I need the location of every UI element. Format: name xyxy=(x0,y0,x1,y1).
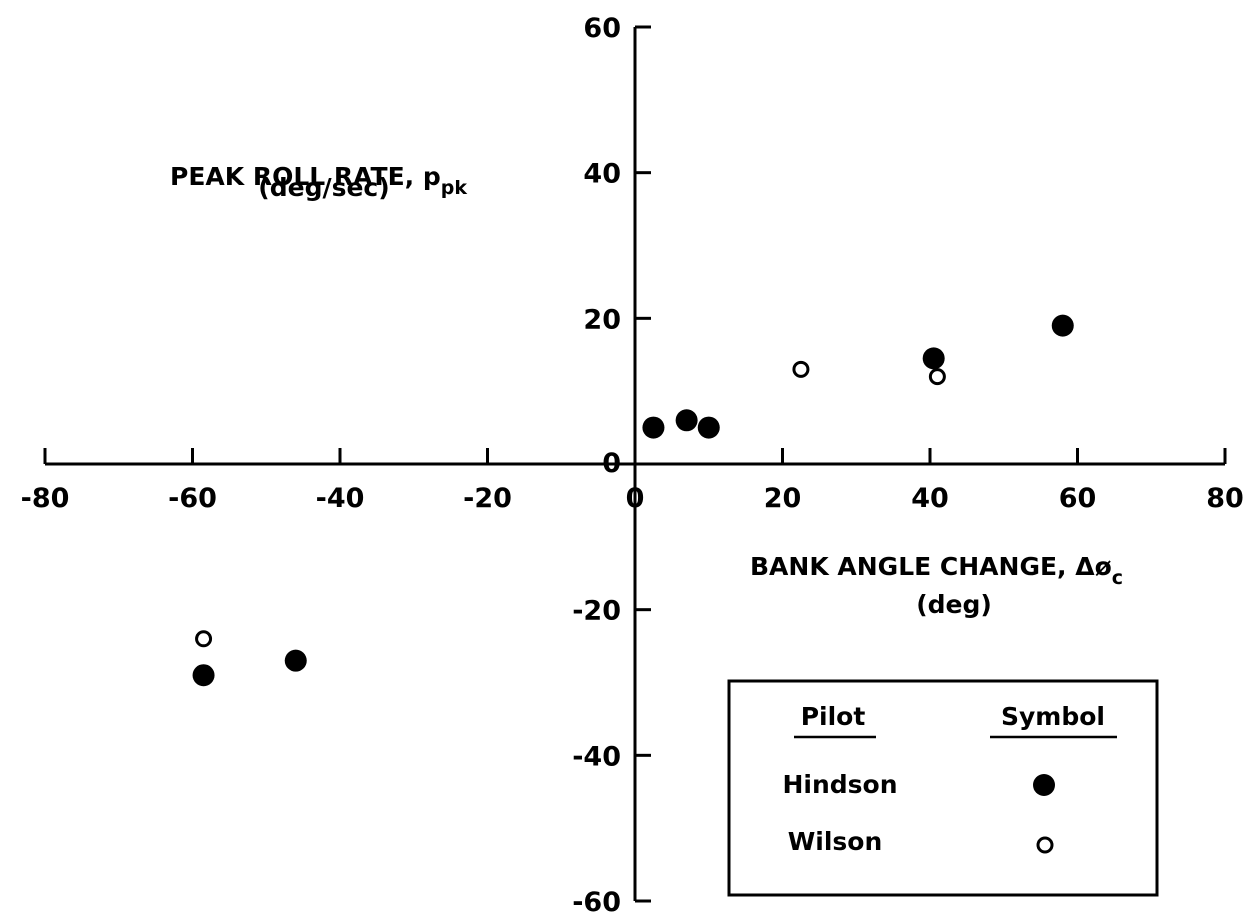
x-tick-label: 40 xyxy=(911,483,949,514)
point-hindson xyxy=(284,649,307,672)
point-wilson xyxy=(792,360,810,378)
point-hindson xyxy=(675,409,698,432)
x-tick-label: -80 xyxy=(21,483,70,514)
y-axis-title-subscript: pk xyxy=(441,177,468,199)
legend-marker-hindson xyxy=(1033,774,1055,796)
y-tick-label: 20 xyxy=(583,304,621,335)
x-tick-label: -40 xyxy=(316,483,365,514)
x-axis-title-units: (deg) xyxy=(916,590,992,619)
x-tick-label: -20 xyxy=(463,483,512,514)
legend: Pilot Symbol Hindson Wilson xyxy=(727,679,1159,897)
legend-label-wilson: Wilson xyxy=(788,827,883,856)
x-tick-label: 0 xyxy=(626,483,645,514)
x-tick-label: 60 xyxy=(1059,483,1097,514)
legend-label-hindson: Hindson xyxy=(782,770,897,799)
x-axis-title: BANK ANGLE CHANGE, Δøc xyxy=(750,552,1123,589)
y-tick-label: -40 xyxy=(572,741,621,772)
legend-header-symbol: Symbol xyxy=(1001,702,1105,731)
y-axis-title-units: (deg/sec) xyxy=(258,173,389,202)
legend-header-pilot: Pilot xyxy=(801,702,866,731)
point-wilson xyxy=(928,368,946,386)
point-hindson xyxy=(922,347,945,370)
point-hindson xyxy=(1051,314,1074,337)
y-tick-label: 60 xyxy=(583,13,621,44)
x-tick-label: 80 xyxy=(1206,483,1244,514)
x-axis-title-subscript: c xyxy=(1112,567,1123,589)
y-tick-label: 40 xyxy=(583,159,621,190)
tick-labels: -80 -60 -40 -20 0 20 40 60 80 60 40 20 -20 -40 -60 0 xyxy=(21,13,1244,917)
point-wilson xyxy=(195,630,213,648)
y-tick-label: -20 xyxy=(572,596,621,627)
x-tick-label: -60 xyxy=(168,483,217,514)
point-hindson xyxy=(192,664,215,687)
x-tick-label: 20 xyxy=(764,483,802,514)
data-points xyxy=(192,314,1074,687)
axes xyxy=(43,25,1227,903)
legend-marker-wilson xyxy=(1036,836,1054,854)
legend-box xyxy=(727,679,1159,897)
y-tick-label: -60 xyxy=(572,887,621,917)
y-axis-title: PEAK ROLL RATE, ppk xyxy=(170,162,467,199)
point-hindson xyxy=(697,416,720,439)
point-hindson xyxy=(642,416,665,439)
y-tick-label: 0 xyxy=(602,448,621,479)
